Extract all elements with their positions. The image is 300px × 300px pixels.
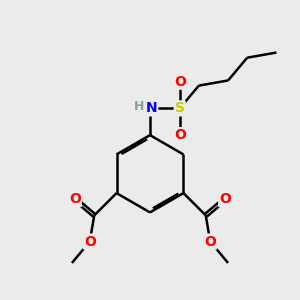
Text: O: O [174,128,186,142]
Text: N: N [146,101,157,116]
Text: S: S [175,101,185,116]
Text: H: H [134,100,144,112]
Text: O: O [204,235,216,248]
Text: O: O [219,192,231,206]
Text: O: O [69,192,81,206]
Text: O: O [174,75,186,88]
Text: O: O [84,235,96,248]
